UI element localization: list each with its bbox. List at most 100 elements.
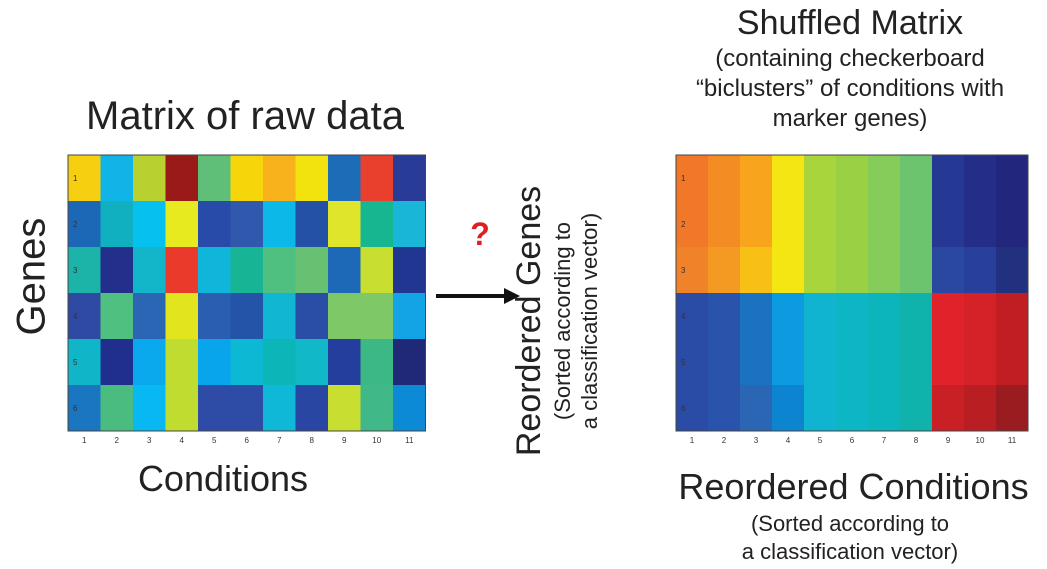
shuffled-matrix-xlabel-sub: (Sorted according to a classification ve… [680, 510, 1020, 566]
heatmap-cell [868, 247, 901, 294]
heatmap-cell [360, 247, 394, 294]
heatmap-cell [295, 293, 329, 340]
heatmap-cell [165, 293, 199, 340]
heatmap-cell [772, 293, 805, 340]
ylabel-sub-line-1: (Sorted according to [550, 221, 575, 421]
y-tick-label: 1 [681, 174, 686, 183]
shuffled-matrix-subtitle: (containing checkerboard “biclusters” of… [680, 44, 1020, 134]
heatmap-cell [360, 201, 394, 248]
x-tick-label: 6 [245, 436, 250, 445]
heatmap-cell [393, 339, 426, 386]
y-tick-label: 5 [681, 358, 686, 367]
heatmap-cell [393, 201, 426, 248]
heatmap-cell [740, 339, 773, 386]
heatmap-cell [996, 201, 1029, 248]
heatmap-cell [868, 201, 901, 248]
xsub-line-2: a classification vector) [741, 539, 959, 564]
heatmap-cell [964, 201, 997, 248]
y-tick-label: 4 [681, 312, 686, 321]
heatmap-cell [996, 293, 1029, 340]
heatmap-cell [393, 385, 426, 432]
heatmap-cell [100, 247, 134, 294]
raw-matrix-title: Matrix of raw data [86, 94, 404, 138]
x-tick-label: 10 [976, 436, 985, 445]
heatmap-cell [198, 293, 231, 340]
heatmap-cell [900, 201, 933, 248]
heatmap-cell [964, 155, 997, 202]
heatmap-cell [263, 385, 296, 432]
x-tick-label: 8 [914, 436, 919, 445]
heatmap-cell [676, 339, 709, 386]
shuffled-matrix-xlabel: Reordered Conditions [678, 466, 1029, 507]
x-tick-label: 7 [882, 436, 887, 445]
heatmap-cell [360, 293, 394, 340]
heatmap-cell [133, 247, 166, 294]
heatmap-cell [263, 155, 296, 202]
x-tick-label: 1 [82, 436, 87, 445]
heatmap-cell [230, 201, 264, 248]
heatmap-cell [804, 293, 837, 340]
y-tick-label: 3 [681, 266, 686, 275]
heatmap-cell [740, 155, 773, 202]
heatmap-cell [900, 293, 933, 340]
heatmap-cell [295, 201, 329, 248]
heatmap-cell [198, 385, 231, 432]
heatmap-cell [708, 201, 741, 248]
heatmap-cell [900, 339, 933, 386]
heatmap-cell [165, 385, 199, 432]
heatmap-cell [393, 155, 426, 202]
x-tick-label: 1 [690, 436, 695, 445]
heatmap-cell [165, 201, 199, 248]
heatmap-cell [804, 385, 837, 432]
heatmap-cell [263, 247, 296, 294]
heatmap-cell [804, 339, 837, 386]
heatmap-cell [996, 155, 1029, 202]
ylabel-main: Reordered Genes [510, 185, 548, 457]
heatmap-cell [68, 247, 101, 294]
heatmap-cell [836, 293, 869, 340]
subtitle-line-2: “biclusters” of conditions with [695, 75, 1005, 102]
x-tick-label: 11 [405, 436, 414, 445]
heatmap-cell [100, 201, 134, 248]
heatmap-cell [836, 201, 869, 248]
heatmap-cell [68, 155, 101, 202]
heatmap-cell [263, 339, 296, 386]
heatmap-cell [100, 293, 134, 340]
x-tick-label: 9 [946, 436, 951, 445]
heatmap-cell [804, 155, 837, 202]
heatmap-cell [964, 339, 997, 386]
heatmap-cell [230, 385, 264, 432]
y-tick-label: 6 [681, 404, 686, 413]
ylabel-sub-line-2: a classification vector) [577, 212, 602, 430]
heatmap-cell [676, 201, 709, 248]
x-tick-label: 6 [850, 436, 855, 445]
x-tick-label: 3 [754, 436, 759, 445]
heatmap-cell [804, 201, 837, 248]
right-arrow-icon [436, 288, 520, 304]
heatmap-cell [133, 293, 166, 340]
heatmap-cell [360, 339, 394, 386]
heatmap-cell [263, 201, 296, 248]
heatmap-cell [932, 155, 965, 202]
heatmap-cell [328, 247, 361, 294]
heatmap-cell [772, 201, 805, 248]
heatmap-cell [964, 247, 997, 294]
heatmap-cell [804, 247, 837, 294]
heatmap-cell [964, 293, 997, 340]
x-tick-label: 4 [180, 436, 185, 445]
heatmap-cell [676, 155, 709, 202]
heatmap-cell [230, 155, 264, 202]
heatmap-cell [900, 385, 933, 432]
question-mark: ? [470, 216, 490, 252]
x-tick-label: 2 [115, 436, 120, 445]
x-tick-label: 10 [372, 436, 381, 445]
y-tick-label: 2 [681, 220, 686, 229]
heatmap-cell [772, 155, 805, 202]
heatmap-cell [708, 155, 741, 202]
heatmap-cell [360, 385, 394, 432]
heatmap-cell [133, 385, 166, 432]
heatmap-cell [740, 201, 773, 248]
heatmap-cell [836, 247, 869, 294]
